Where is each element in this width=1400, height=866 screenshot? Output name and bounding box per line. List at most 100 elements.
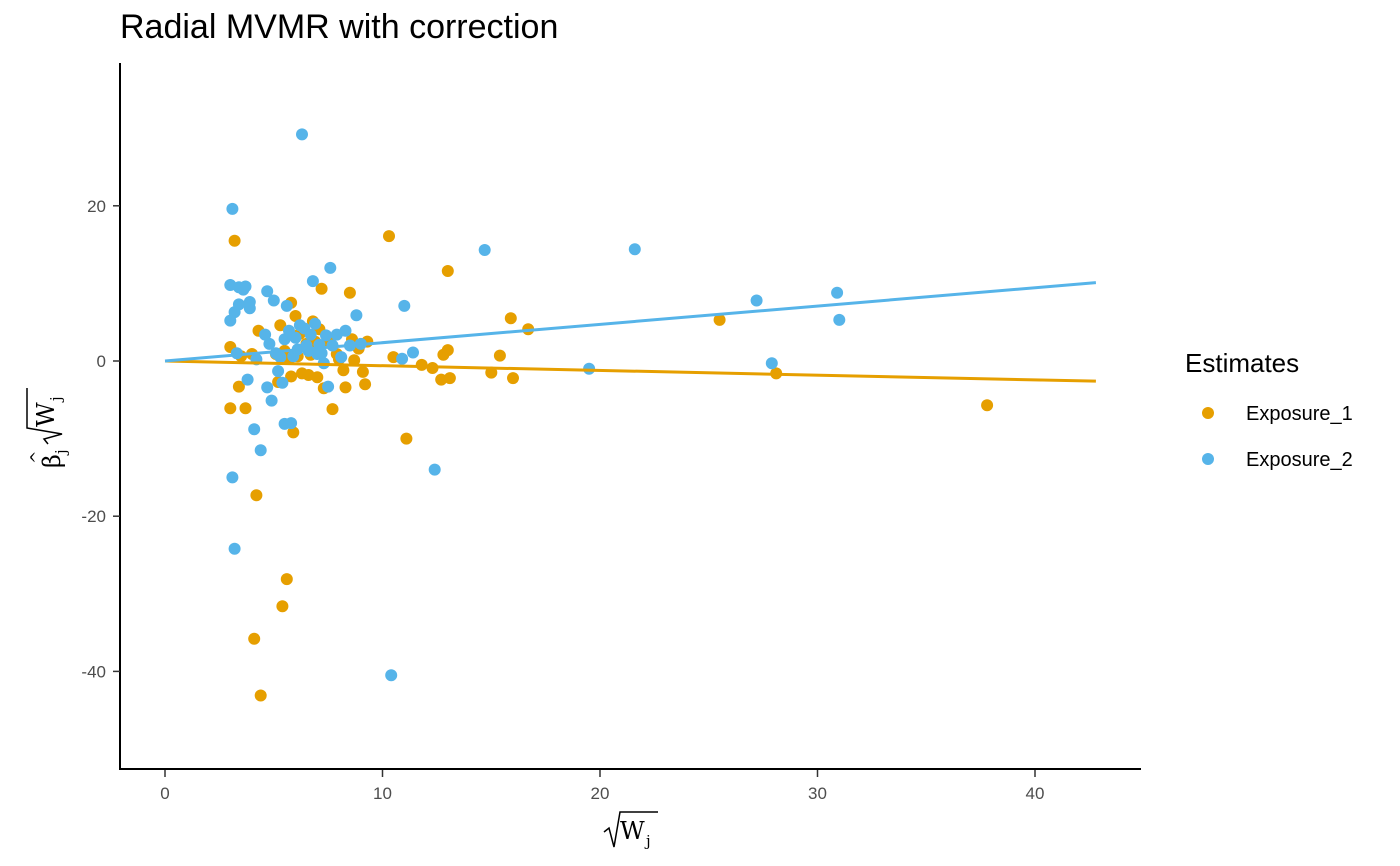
x-ticks: 0 10 20 30 40 [160, 770, 1044, 803]
data-point [276, 600, 289, 613]
data-point [833, 313, 846, 326]
x-tick-label: 0 [160, 784, 169, 803]
y-tick-label: 20 [87, 197, 106, 216]
data-point [289, 331, 302, 344]
data-point [274, 351, 287, 364]
y-tick-label: 0 [97, 352, 106, 371]
data-point [507, 372, 519, 385]
data-point [359, 378, 372, 391]
data-point [243, 296, 256, 308]
x-tick-label: 10 [373, 784, 392, 803]
data-point [504, 312, 517, 325]
data-point [337, 364, 350, 377]
data-point [441, 344, 454, 357]
y-ticks: 20 0 -20 -40 [81, 197, 120, 681]
fit-line [164, 281, 1097, 363]
data-point [254, 689, 267, 702]
legend: Estimates Exposure_1 Exposure_2 [1185, 348, 1353, 471]
data-point [415, 358, 428, 371]
data-point [285, 370, 298, 383]
fit-line [164, 359, 1096, 383]
data-point [261, 381, 274, 394]
data-point [398, 299, 411, 312]
data-point [750, 294, 763, 307]
svg-text:j: j [644, 832, 651, 850]
data-point [226, 471, 239, 484]
data-point [287, 426, 300, 439]
legend-label-exposure-1: Exposure_1 [1246, 403, 1353, 425]
data-point [232, 380, 245, 393]
data-point [265, 394, 278, 407]
data-point [441, 265, 454, 277]
data-point [228, 542, 241, 555]
plot-area [164, 128, 1097, 702]
svg-text:j: j [52, 449, 70, 456]
svg-text:j: j [47, 396, 65, 403]
data-point [315, 282, 328, 295]
data-point [343, 286, 356, 299]
svg-text:β: β [38, 454, 66, 468]
data-point [280, 299, 293, 312]
data-point [478, 244, 491, 256]
data-point [322, 380, 335, 393]
x-tick-label: 40 [1026, 784, 1045, 803]
data-point [248, 632, 261, 645]
data-point [263, 337, 276, 350]
data-point [248, 423, 261, 436]
data-point [407, 346, 419, 359]
legend-label-exposure-2: Exposure_2 [1246, 449, 1353, 471]
data-point [267, 294, 280, 307]
legend-title: Estimates [1185, 348, 1299, 378]
data-point [348, 354, 361, 367]
data-point [315, 347, 328, 360]
svg-text:W: W [32, 402, 60, 427]
data-point [259, 328, 272, 341]
data-point [443, 372, 456, 385]
data-point [324, 261, 337, 274]
data-point [400, 432, 413, 445]
data-point [628, 243, 641, 256]
data-point [276, 376, 289, 389]
legend-item-exposure-2: Exposure_2 [1202, 449, 1353, 471]
data-point [239, 402, 252, 415]
axes [119, 63, 1141, 770]
data-point [226, 202, 239, 215]
chart-title: Radial MVMR with correction [120, 8, 559, 46]
data-point [396, 352, 409, 365]
data-point [280, 573, 293, 586]
data-point [339, 381, 352, 394]
legend-key-exposure-2 [1202, 453, 1214, 465]
data-point [261, 285, 274, 298]
data-point [309, 317, 322, 330]
data-point [272, 365, 285, 378]
svg-text:^: ^ [27, 451, 46, 464]
data-point [311, 371, 324, 384]
data-point [339, 324, 352, 337]
data-point [326, 403, 339, 416]
data-point [254, 444, 267, 457]
x-tick-label: 30 [808, 784, 827, 803]
svg-text:W: W [620, 817, 645, 845]
legend-key-exposure-1 [1202, 407, 1214, 419]
data-point [335, 351, 348, 364]
data-point [320, 329, 332, 342]
data-point [232, 298, 245, 311]
x-tick-label: 20 [591, 784, 610, 803]
data-point [241, 373, 254, 386]
data-point [428, 463, 441, 476]
data-point [304, 328, 317, 341]
data-point [713, 313, 726, 326]
data-point [296, 128, 308, 141]
data-point [285, 417, 298, 430]
data-point [831, 286, 844, 299]
y-axis-title: β ^ j W j [26, 388, 70, 468]
data-point [350, 309, 363, 322]
legend-item-exposure-1: Exposure_1 [1202, 403, 1353, 425]
data-point [274, 319, 287, 332]
data-point [385, 669, 398, 682]
data-point [250, 489, 263, 502]
data-point [228, 234, 241, 247]
data-point [981, 399, 994, 412]
data-point [239, 280, 252, 293]
